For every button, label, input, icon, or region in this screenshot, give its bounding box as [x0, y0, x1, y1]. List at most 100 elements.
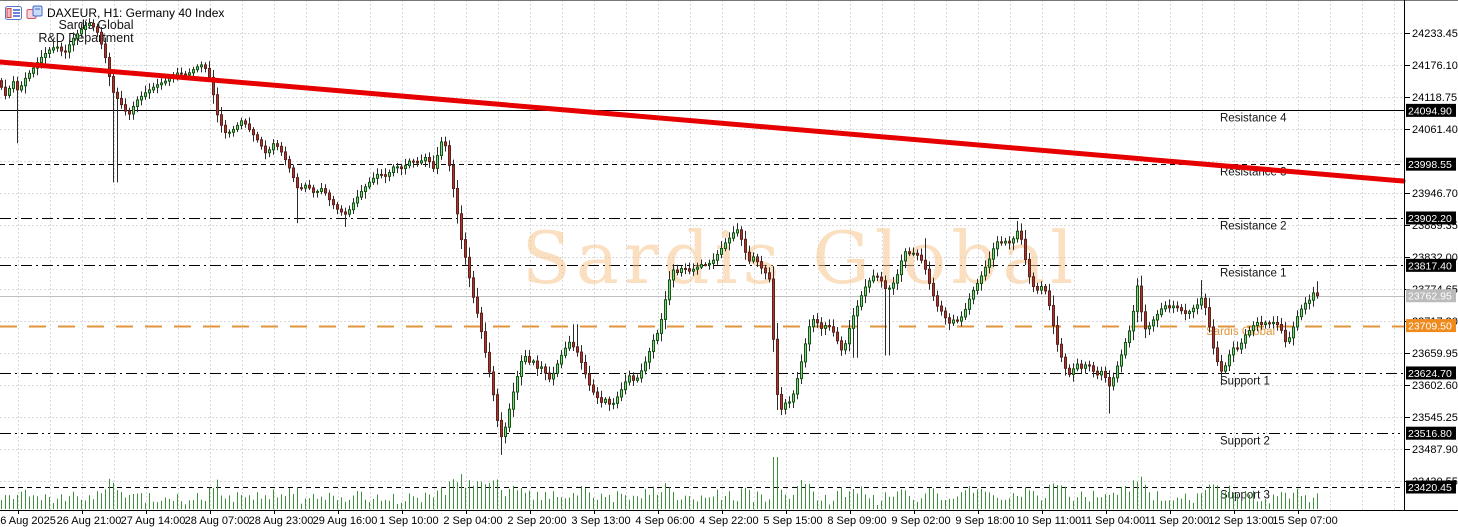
candle-body	[1020, 230, 1023, 240]
candle-body	[416, 160, 419, 164]
candle-body	[1124, 341, 1127, 356]
candle-body	[1200, 297, 1203, 306]
candle-body	[588, 373, 591, 386]
candle-body	[540, 366, 543, 369]
candle-body	[1000, 241, 1003, 244]
candle-body	[1096, 370, 1099, 376]
candle-body	[1028, 258, 1031, 278]
resistance-4-price-label-bg[interactable]	[1406, 103, 1456, 117]
candle-body	[656, 332, 659, 341]
candle-body	[712, 259, 715, 264]
candle-body	[124, 104, 127, 112]
candle-body	[492, 371, 495, 396]
candle-body	[1092, 365, 1095, 372]
support-3-price-label: 23420.45	[1408, 482, 1452, 494]
bid-price-label-bg[interactable]	[1406, 289, 1456, 303]
candle-body	[472, 277, 475, 298]
descending-trendline[interactable]	[0, 59, 1406, 184]
time-label: 11 Sep 04:00	[1081, 515, 1146, 527]
candle-body	[440, 141, 443, 157]
time-label: 26 Aug 21:00	[57, 515, 122, 527]
candle-body	[1144, 311, 1147, 330]
candle-body	[1272, 322, 1275, 325]
candle-body	[400, 166, 403, 170]
candle-body	[760, 261, 763, 269]
candle-body	[544, 366, 547, 374]
candle-body	[916, 252, 919, 256]
broker-watermark-line1: Sardis Global	[58, 18, 133, 32]
candle-body	[1084, 364, 1087, 369]
time-label: 3 Sep 13:00	[571, 515, 630, 527]
candle-body	[244, 120, 247, 125]
candle-body	[860, 295, 863, 307]
candle-body	[504, 426, 507, 438]
time-label: 2 Sep 20:00	[507, 515, 566, 527]
resistance-1-price-label: 23817.40	[1408, 260, 1452, 272]
candle-body	[904, 251, 907, 262]
price-axis[interactable]: 24233.45 24176.10 24118.75 24061.40 23946.70…	[1404, 28, 1458, 488]
candle-body	[804, 343, 807, 363]
resistance-3-price-label-bg[interactable]	[1406, 157, 1456, 171]
candle-body	[1120, 354, 1123, 367]
quotes-table-icon[interactable]	[5, 5, 22, 20]
candle-body	[248, 123, 251, 131]
candle-body	[856, 305, 859, 317]
support-1-price-label-bg[interactable]	[1406, 366, 1456, 380]
candle-body	[1088, 364, 1091, 367]
time-label: 9 Sep 18:00	[955, 515, 1014, 527]
candle-body	[612, 402, 615, 405]
candle-body	[312, 187, 315, 193]
candle-body	[372, 177, 375, 183]
candle-body	[812, 319, 815, 328]
resistance-3-price-label: 23998.55	[1408, 159, 1452, 171]
candle-body	[12, 81, 15, 90]
candle-body	[736, 229, 739, 234]
candle-body	[896, 274, 899, 284]
resistance-1-price-label-bg[interactable]	[1406, 258, 1456, 272]
candle-body	[456, 187, 459, 215]
trendline-layer[interactable]	[0, 59, 1406, 184]
candle-body	[156, 84, 159, 88]
candle-body	[28, 72, 31, 79]
support-2-price-label-bg[interactable]	[1406, 426, 1456, 440]
candle-body	[64, 50, 67, 53]
candle-body	[144, 92, 147, 97]
candle-body	[496, 394, 499, 421]
candle-body	[548, 372, 551, 380]
time-axis[interactable]: 26 Aug 2025 26 Aug 21:00 27 Aug 14:00 28 Au…	[0, 510, 1338, 527]
sardis-line-price-label-bg[interactable]	[1406, 319, 1456, 333]
candle-body	[720, 248, 723, 255]
time-label: 8 Sep 09:00	[827, 515, 886, 527]
candle-body	[892, 282, 895, 289]
candle-body	[1192, 307, 1195, 313]
candle-body	[864, 286, 867, 297]
price-tick-label: 24118.75	[1412, 92, 1457, 104]
candle-body	[1188, 311, 1191, 314]
candle-body	[524, 355, 527, 362]
candle-body	[276, 143, 279, 147]
support-2-price-label: 23516.80	[1408, 428, 1452, 440]
resistance-2-price-label-bg[interactable]	[1406, 211, 1456, 225]
candle-body	[136, 99, 139, 107]
candle-body	[628, 375, 631, 383]
candle-body	[1080, 363, 1083, 369]
tile-windows-icon[interactable]	[26, 5, 43, 20]
candle-body	[900, 260, 903, 276]
candle-body	[424, 157, 427, 162]
candle-body	[984, 266, 987, 277]
candle-body	[664, 299, 667, 320]
candle-body	[1016, 230, 1019, 240]
candle-body	[580, 351, 583, 363]
candle-body	[704, 264, 707, 267]
candle-body	[1280, 323, 1283, 331]
candle-body	[92, 22, 95, 28]
candle-body	[488, 351, 491, 373]
support-3-price-label-bg[interactable]	[1406, 480, 1456, 494]
candle-body	[1228, 354, 1231, 367]
candle-body	[980, 275, 983, 284]
candle-body	[272, 143, 275, 151]
candle-body	[1312, 292, 1315, 301]
candle-body	[1152, 319, 1155, 327]
